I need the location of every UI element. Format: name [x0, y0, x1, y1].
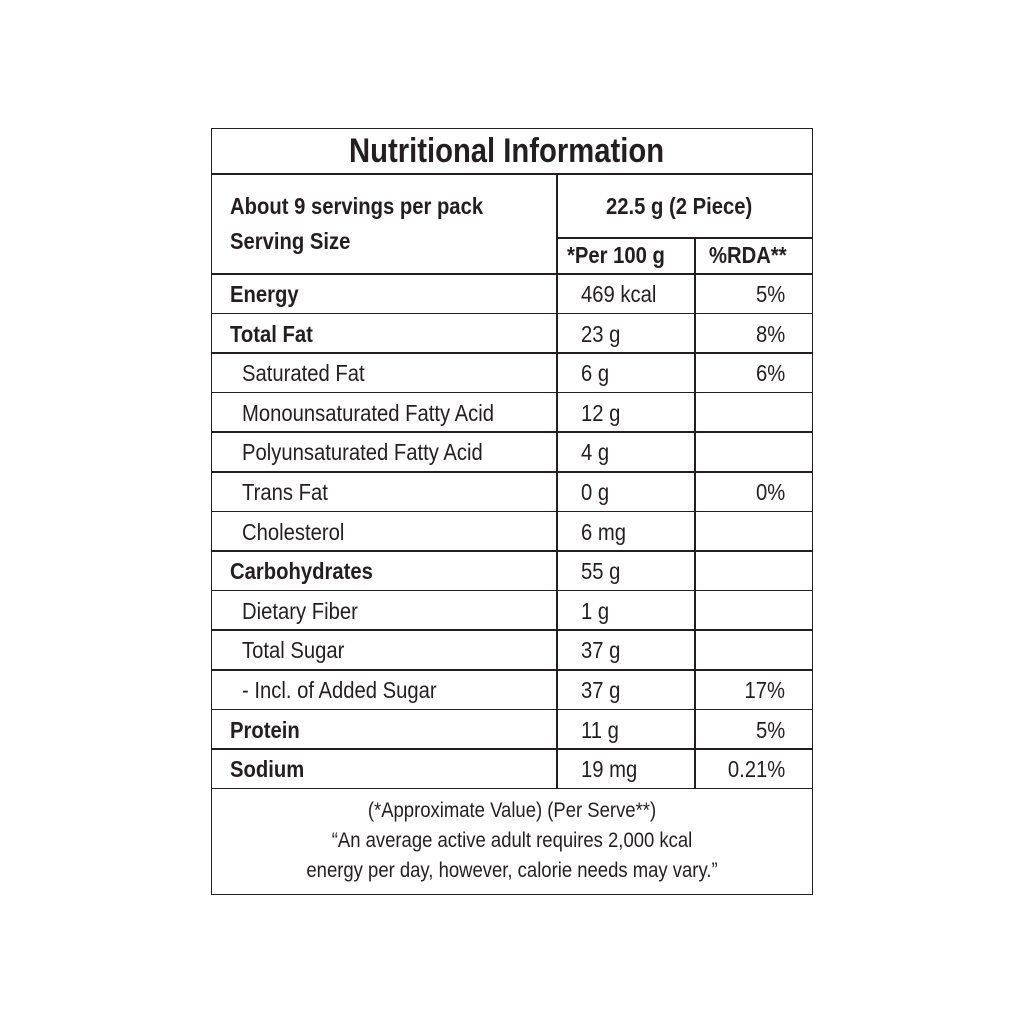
nutrient-name: Total Sugar	[242, 637, 345, 664]
rda: 17%	[744, 677, 785, 703]
rda: 5%	[755, 281, 785, 307]
rda: 8%	[755, 320, 785, 347]
nutrient-name: Cholesterol	[242, 518, 345, 545]
per-100g: 37 g	[581, 637, 621, 664]
per-100g: 6 g	[581, 360, 610, 387]
rda: 6%	[755, 360, 785, 387]
nutrient-name: Energy	[230, 281, 299, 307]
row-border	[211, 669, 813, 671]
row-border	[211, 352, 813, 354]
row-border	[556, 237, 813, 239]
per-100g: 37 g	[581, 677, 621, 703]
row-border	[211, 748, 813, 750]
row-border	[211, 431, 813, 433]
nutrient-name: Monounsaturated Fatty Acid	[242, 399, 495, 426]
serving-size-label: Serving Size	[230, 228, 351, 254]
per-100g: 4 g	[581, 439, 610, 466]
per-100g: 23 g	[581, 320, 621, 347]
nutrient-name: Dietary Fiber	[242, 597, 358, 624]
per-100g: 6 mg	[581, 518, 627, 545]
row-border	[211, 510, 813, 513]
row-border	[211, 629, 813, 631]
row-border	[211, 391, 813, 394]
row-border	[211, 550, 813, 552]
row-border	[211, 471, 813, 473]
row-border	[211, 708, 813, 711]
column-border	[556, 173, 558, 788]
column-border	[694, 237, 696, 788]
footer-line: (*Approximate Value) (Per Serve**)	[367, 798, 657, 822]
row-border	[211, 787, 813, 790]
row-border	[211, 273, 813, 275]
row-border	[211, 312, 813, 315]
nutrient-name: Polyunsaturated Fatty Acid	[242, 439, 483, 466]
per-100g: 55 g	[581, 558, 621, 585]
nutrient-name: Sodium	[230, 756, 305, 783]
per-100g: 11 g	[581, 716, 619, 743]
column-header: *Per 100 g	[567, 242, 665, 268]
title: Nutritional Information	[349, 132, 665, 170]
nutrient-name: Carbohydrates	[230, 558, 373, 585]
nutrient-name: Saturated Fat	[242, 360, 365, 387]
per-100g: 12 g	[581, 399, 621, 426]
rda: 5%	[755, 716, 785, 743]
per-100g: 0 g	[581, 479, 610, 505]
rda: 0%	[755, 479, 785, 505]
serving-size: 22.5 g (2 Piece)	[606, 193, 753, 219]
nutrient-name: - Incl. of Added Sugar	[242, 677, 437, 703]
row-border	[211, 589, 813, 592]
footer-line: “An average active adult requires 2,000 …	[331, 828, 693, 852]
nutrient-name: Trans Fat	[242, 479, 328, 505]
footer-line: energy per day, however, calorie needs m…	[306, 858, 718, 882]
servings: About 9 servings per pack	[230, 193, 484, 219]
nutrient-name: Protein	[230, 716, 300, 743]
per-100g: 19 mg	[581, 756, 638, 783]
rda: 0.21%	[727, 756, 785, 783]
per-100g: 1 g	[581, 597, 610, 624]
column-header: %RDA**	[709, 242, 787, 268]
row-border	[211, 173, 813, 175]
nutrient-name: Total Fat	[230, 320, 313, 347]
per-100g: 469 kcal	[581, 281, 657, 307]
